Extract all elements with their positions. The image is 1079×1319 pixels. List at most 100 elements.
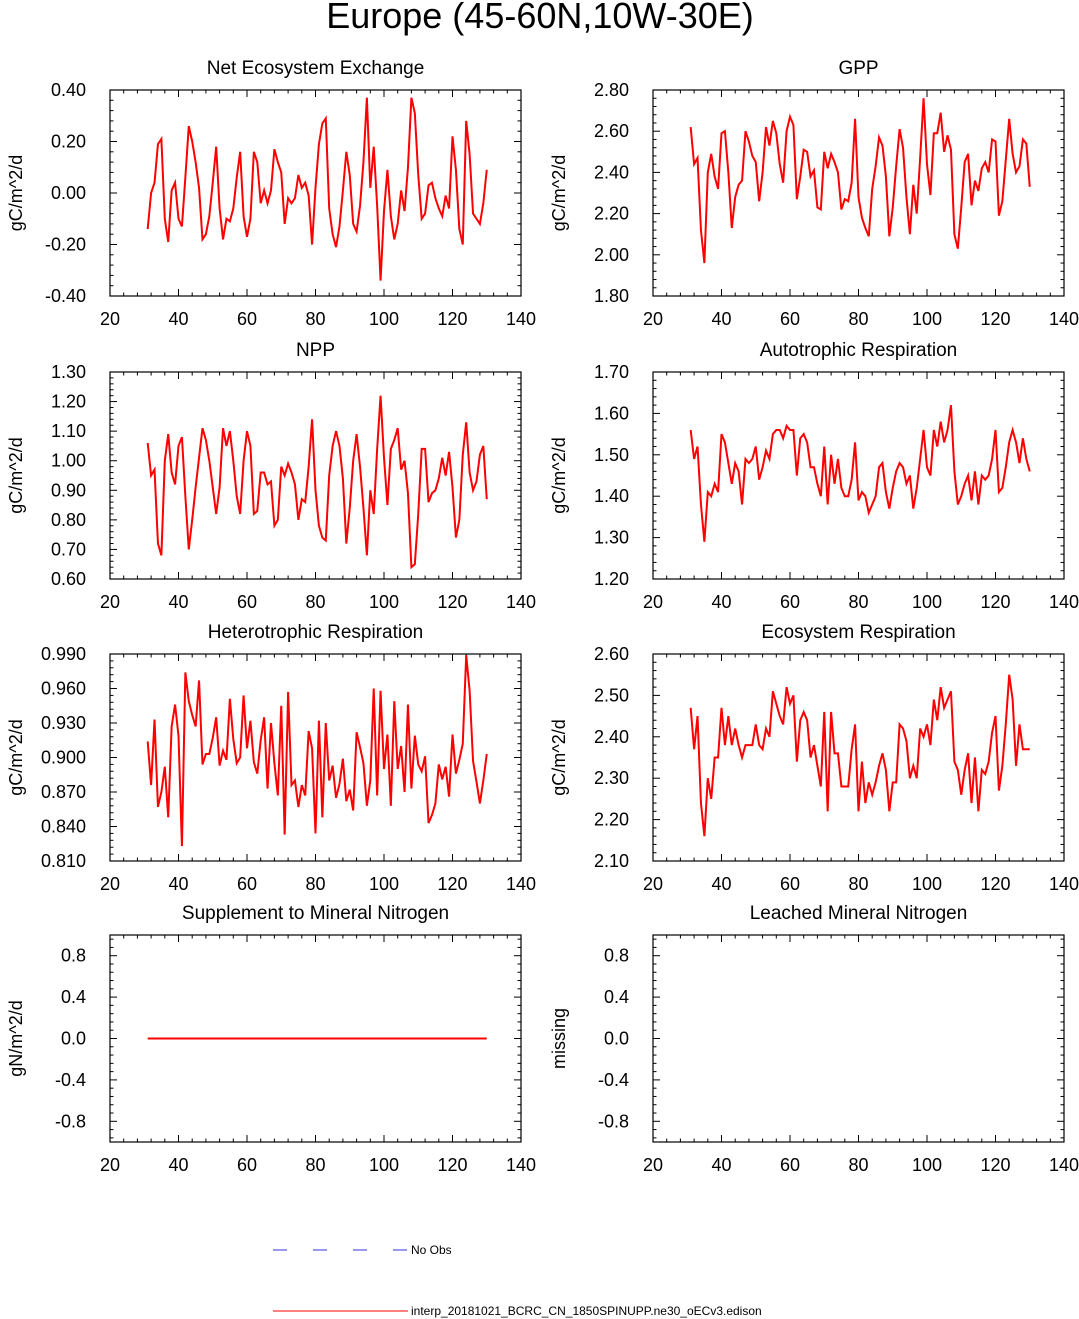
y-tick-label: 2.50 — [594, 685, 629, 705]
y-tick-label: 1.30 — [594, 528, 629, 548]
x-tick-label: 40 — [711, 309, 731, 329]
x-tick-label: 60 — [780, 309, 800, 329]
x-tick-label: 20 — [643, 874, 663, 894]
x-tick-label: 120 — [980, 592, 1010, 612]
y-axis-label: gC/m^2/d — [549, 155, 569, 231]
x-tick-label: 20 — [100, 592, 120, 612]
y-tick-label: 0.870 — [41, 782, 86, 802]
series-line-1 — [146, 395, 488, 570]
x-tick-label: 20 — [643, 592, 663, 612]
x-tick-label: 40 — [168, 874, 188, 894]
x-tick-label: 80 — [305, 592, 325, 612]
plot-frame — [652, 371, 1065, 580]
y-tick-label: 1.20 — [594, 569, 629, 589]
y-tick-label: -0.8 — [598, 1111, 629, 1131]
panel-title: Leached Mineral Nitrogen — [750, 903, 968, 924]
x-tick-label: 40 — [168, 592, 188, 612]
x-tick-label: 100 — [369, 309, 399, 329]
y-tick-label: -0.40 — [45, 286, 86, 306]
x-tick-label: 100 — [912, 874, 942, 894]
chart-panel-4: Autotrophic Respiration gC/m^2/d 20 40 60 80 1… — [549, 340, 1079, 612]
x-tick-label: 80 — [848, 1155, 868, 1175]
x-tick-label: 40 — [711, 874, 731, 894]
chart-panel-1: Net Ecosystem Exchange gC/m^2/d 20 40 60 80 10… — [6, 58, 536, 329]
y-tick-label: 0.840 — [41, 817, 86, 837]
y-tick-label: -0.20 — [45, 235, 86, 255]
x-tick-label: 20 — [643, 1155, 663, 1175]
x-tick-label: 140 — [506, 309, 536, 329]
series-line-1 — [689, 404, 1031, 542]
y-axis-label: gC/m^2/d — [6, 437, 26, 513]
y-tick-label: 1.20 — [51, 392, 86, 412]
x-tick-label: 140 — [1049, 592, 1079, 612]
x-tick-label: 120 — [437, 309, 467, 329]
x-tick-label: 140 — [1049, 874, 1079, 894]
y-tick-label: 0.930 — [41, 713, 86, 733]
x-tick-label: 120 — [437, 592, 467, 612]
x-tick-label: 140 — [506, 1155, 536, 1175]
legend-obs-label: No Obs — [411, 1243, 452, 1257]
x-tick-label: 20 — [100, 874, 120, 894]
x-tick-label: 140 — [1049, 1155, 1079, 1175]
panel-title: Supplement to Mineral Nitrogen — [182, 903, 449, 924]
y-tick-label: 0.80 — [51, 510, 86, 530]
y-tick-label: 2.00 — [594, 245, 629, 265]
x-tick-label: 80 — [305, 1155, 325, 1175]
x-tick-label: 120 — [980, 1155, 1010, 1175]
y-tick-label: 2.30 — [594, 768, 629, 788]
y-tick-label: 0.4 — [604, 987, 629, 1007]
y-tick-label: 1.00 — [51, 451, 86, 471]
x-tick-label: 120 — [980, 309, 1010, 329]
y-tick-label: 0.40 — [51, 80, 86, 100]
series-line-1 — [689, 674, 1030, 837]
x-tick-label: 120 — [980, 874, 1010, 894]
chart-panel-3: NPP gC/m^2/d 20 40 60 80 100 120 140 0.60 0.70 0.80… — [6, 340, 536, 612]
plot-frame — [652, 653, 1065, 862]
chart-panel-8: Leached Mineral Nitrogen missing 20 40 60 80 1… — [549, 903, 1079, 1175]
plot-frame — [109, 934, 522, 1143]
figure-title: Europe (45-60N,10W-30E) — [326, 0, 754, 36]
y-tick-label: 1.40 — [594, 486, 629, 506]
x-tick-label: 20 — [100, 309, 120, 329]
y-tick-label: 0.990 — [41, 644, 86, 664]
panel-title: Heterotrophic Respiration — [208, 622, 423, 643]
y-tick-label: -0.4 — [598, 1070, 629, 1090]
y-tick-label: 1.70 — [594, 362, 629, 382]
x-tick-label: 20 — [643, 309, 663, 329]
y-tick-label: 1.30 — [51, 362, 86, 382]
x-tick-label: 120 — [437, 1155, 467, 1175]
x-tick-label: 60 — [237, 592, 257, 612]
y-tick-label: 0.90 — [51, 480, 86, 500]
y-tick-label: -0.4 — [55, 1070, 86, 1090]
plot-frame — [652, 89, 1065, 297]
chart-panel-5: Heterotrophic Respiration gC/m^2/d 20 40 60 8… — [6, 622, 536, 894]
y-tick-label: 0.960 — [41, 679, 86, 699]
x-tick-label: 60 — [780, 592, 800, 612]
x-tick-label: 140 — [1049, 309, 1079, 329]
y-tick-label: 0.4 — [61, 987, 86, 1007]
x-tick-label: 60 — [237, 309, 257, 329]
x-tick-label: 140 — [506, 874, 536, 894]
y-tick-label: 0.0 — [61, 1029, 86, 1049]
y-axis-label: gC/m^2/d — [6, 155, 26, 231]
y-axis-label: gC/m^2/d — [549, 437, 569, 513]
y-tick-label: 0.8 — [604, 946, 629, 966]
y-tick-label: 2.60 — [594, 644, 629, 664]
x-tick-label: 80 — [305, 874, 325, 894]
plot-frame — [109, 89, 522, 297]
y-axis-label: missing — [549, 1008, 569, 1069]
x-tick-label: 100 — [369, 592, 399, 612]
x-tick-label: 80 — [848, 309, 868, 329]
y-tick-label: -0.8 — [55, 1111, 86, 1131]
y-tick-label: 1.80 — [594, 286, 629, 306]
y-tick-label: 0.60 — [51, 569, 86, 589]
chart-panel-7: Supplement to Mineral Nitrogen gN/m^2/d 20… — [6, 903, 536, 1175]
plot-frame — [109, 371, 522, 580]
series-line-1 — [146, 655, 488, 847]
legend-model-label: interp_20181021_BCRC_CN_1850SPINUPP.ne30… — [411, 1304, 762, 1318]
x-tick-label: 40 — [711, 1155, 731, 1175]
panel-title: NPP — [296, 340, 335, 361]
panel-title: GPP — [838, 58, 878, 79]
chart-panel-6: Ecosystem Respiration gC/m^2/d 20 40 60 80 100… — [549, 622, 1079, 894]
y-tick-label: 2.60 — [594, 121, 629, 141]
